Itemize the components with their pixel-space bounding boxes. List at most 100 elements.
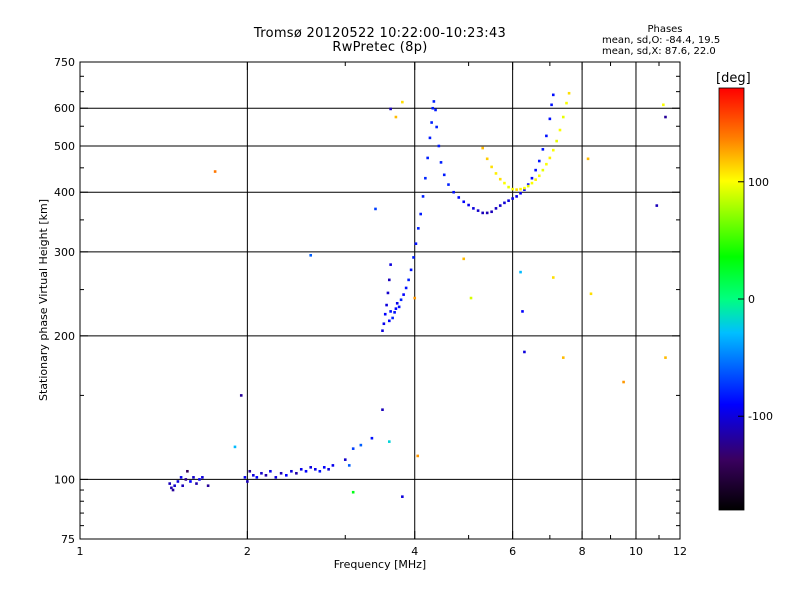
data-point <box>171 488 175 492</box>
data-point <box>269 469 272 473</box>
data-point <box>503 201 506 205</box>
data-point <box>381 329 384 332</box>
data-point <box>490 165 493 169</box>
data-point <box>437 144 441 148</box>
y-tick-label: 400 <box>54 186 75 199</box>
data-point <box>389 310 392 313</box>
data-point <box>331 464 335 467</box>
data-point <box>541 168 545 172</box>
data-point <box>426 156 429 160</box>
data-point <box>181 484 184 488</box>
data-point <box>476 209 480 212</box>
data-point <box>622 380 625 384</box>
data-point <box>434 108 437 112</box>
data-point <box>359 443 363 447</box>
data-point <box>387 278 391 282</box>
data-point <box>551 148 555 152</box>
data-point <box>351 490 355 494</box>
data-point <box>412 256 415 259</box>
data-point <box>472 207 475 210</box>
y-tick-label: 100 <box>54 473 75 486</box>
data-point <box>519 191 522 195</box>
data-point <box>243 476 247 479</box>
x-tick-label: 10 <box>629 545 643 558</box>
data-point <box>567 91 571 95</box>
data-point <box>494 207 498 210</box>
data-point <box>389 107 392 111</box>
data-point <box>195 482 198 485</box>
data-point <box>389 263 392 266</box>
data-point <box>519 270 522 274</box>
data-point <box>255 476 259 479</box>
data-point <box>541 148 545 151</box>
data-point <box>515 188 518 191</box>
data-point <box>399 298 403 302</box>
data-point <box>381 408 384 412</box>
data-point <box>424 176 427 180</box>
data-point <box>413 296 417 300</box>
y-tick-label: 300 <box>54 246 75 259</box>
data-point <box>285 474 288 477</box>
data-point <box>176 480 180 483</box>
data-point <box>561 356 565 359</box>
data-point <box>548 117 552 121</box>
data-point <box>351 447 355 450</box>
data-point <box>407 278 410 282</box>
x-tick-label: 2 <box>244 545 251 558</box>
x-tick-label: 12 <box>673 545 687 558</box>
data-point <box>374 207 377 211</box>
y-tick-label: 75 <box>61 533 75 546</box>
data-point <box>555 139 558 143</box>
data-point <box>431 106 435 110</box>
data-point <box>589 292 593 296</box>
data-point <box>393 311 396 314</box>
data-point <box>409 268 413 272</box>
data-point <box>189 480 192 483</box>
data-point <box>314 467 317 471</box>
colorbar-label: [deg] <box>716 71 751 86</box>
data-point <box>561 115 565 119</box>
data-point <box>519 187 522 191</box>
data-point <box>481 211 484 215</box>
phases-x-mode: mean, sd,X: 87.6, 22.0 <box>602 46 716 57</box>
data-point <box>274 476 278 479</box>
data-point <box>664 115 667 119</box>
data-point <box>664 356 667 359</box>
data-point <box>318 469 322 473</box>
data-point <box>246 480 249 483</box>
data-point <box>198 478 201 481</box>
y-tick-label: 750 <box>54 56 75 69</box>
data-point <box>248 469 252 473</box>
data-point <box>534 178 537 181</box>
data-point <box>385 303 388 307</box>
data-point <box>545 162 548 166</box>
data-point <box>304 469 308 473</box>
phases-o-mode: mean, sd,O: -84.4, 19.5 <box>602 35 721 46</box>
y-tick-label: 600 <box>54 102 75 115</box>
data-point <box>469 296 473 300</box>
data-point <box>416 454 420 458</box>
data-point <box>370 436 374 440</box>
data-point <box>498 204 502 207</box>
data-point <box>260 471 263 475</box>
data-point <box>417 227 420 230</box>
data-point <box>170 486 173 490</box>
plot-frame <box>79 61 681 540</box>
phases-summary: Phases mean, sd,O: -84.4, 19.5 mean, sd,… <box>600 24 730 57</box>
y-tick-label: 500 <box>54 140 75 153</box>
data-point <box>430 121 433 124</box>
data-point <box>558 128 562 132</box>
data-point <box>428 136 432 140</box>
data-point <box>662 103 665 107</box>
data-point <box>347 464 351 467</box>
data-point <box>462 200 466 204</box>
x-tick-label: 1 <box>77 545 84 558</box>
data-point <box>290 469 293 473</box>
data-point <box>498 177 502 181</box>
data-point <box>435 125 438 129</box>
data-point <box>537 159 541 163</box>
x-tick-label: 4 <box>411 545 418 558</box>
data-point <box>184 478 188 481</box>
y-tick-label: 200 <box>54 330 75 343</box>
